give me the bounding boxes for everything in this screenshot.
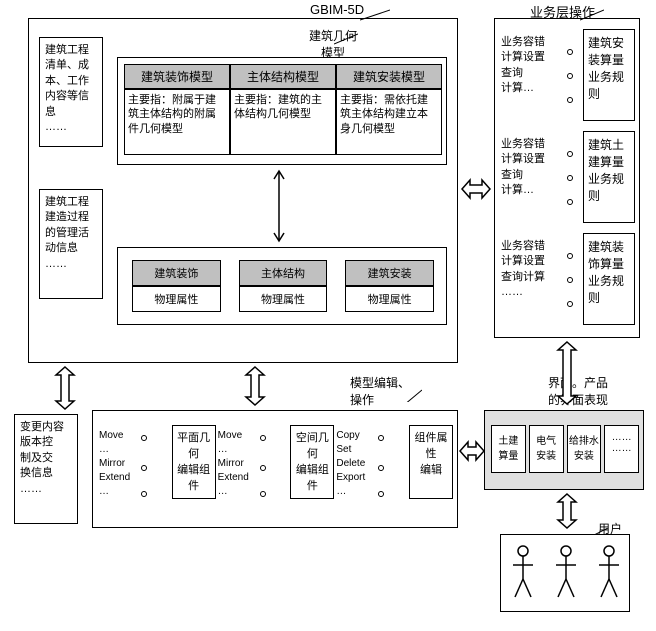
left-box-b-text: 建筑工程 建造过程 的管理活 动信息 …… bbox=[45, 195, 97, 272]
edit1-ops: Move … Mirror Extend … bbox=[218, 425, 291, 499]
left-box-a: 建筑工程 清单、成 本、工作 内容等信 息 …… bbox=[39, 37, 103, 147]
geom-b2: 主要指：需依托建筑主体结构建立本身几何模型 bbox=[336, 89, 442, 155]
left-box-c-text: 变更内容 版本控 制及交 换信息 …… bbox=[20, 420, 72, 497]
user-box bbox=[500, 534, 630, 612]
geom-h1: 主体结构模型 bbox=[230, 64, 336, 89]
geom-b0: 主要指：附属于建筑主体结构的附属件几何模型 bbox=[124, 89, 230, 155]
geom-leader bbox=[334, 32, 358, 46]
geom-model-box: 建筑装饰模型 主要指：附属于建筑主体结构的附属件几何模型 主体结构模型 主要指：… bbox=[117, 57, 447, 165]
edit0-name: 平面几 何 编辑组 件 bbox=[172, 425, 216, 499]
phys-h0: 建筑装饰 bbox=[132, 260, 221, 286]
ui-tab-3: …… …… bbox=[604, 425, 639, 473]
phys-box: 建筑装饰 物理属性 主体结构 物理属性 建筑安装 物理属性 bbox=[117, 247, 447, 325]
edit-container: Move … Mirror Extend … 平面几 何 编辑组 件 Move … bbox=[92, 410, 458, 528]
phys-h1: 主体结构 bbox=[239, 260, 328, 286]
gbim5d-container: 建筑工程 清单、成 本、工作 内容等信 息 …… 建筑工程 建造过程 的管理活 … bbox=[28, 18, 458, 363]
left-box-c: 变更内容 版本控 制及交 换信息 …… bbox=[14, 414, 78, 524]
biz1-right: 建筑土 建算量 业务规 则 bbox=[583, 131, 635, 223]
edit-ui-arrow bbox=[458, 438, 486, 464]
edit2-name: 组件属 性 编辑 bbox=[409, 425, 453, 499]
biz-container: 业务容错 计算设置 查询 计算… 建筑安 装算量 业务规 则 业务容错 计算设置… bbox=[494, 18, 640, 338]
inner-vert-arrow bbox=[269, 167, 289, 245]
gbim5d-label: GBIM-5D bbox=[310, 2, 364, 17]
geom-h2: 建筑安装模型 bbox=[336, 64, 442, 89]
phys-h2: 建筑安装 bbox=[345, 260, 434, 286]
ui-tab-2: 给排水 安装 bbox=[567, 425, 602, 473]
ui-user-arrow bbox=[552, 490, 582, 532]
biz-block-1: 业务容错 计算设置 查询 计算… 建筑土 建算量 业务规 则 bbox=[501, 131, 635, 223]
geom-h0: 建筑装饰模型 bbox=[124, 64, 230, 89]
biz2-right: 建筑装 饰算量 业务规 则 bbox=[583, 233, 635, 325]
ui-tab-0: 土建 算量 bbox=[491, 425, 526, 473]
biz-block-0: 业务容错 计算设置 查询 计算… 建筑安 装算量 业务规 则 bbox=[501, 29, 635, 121]
user-icons bbox=[501, 535, 631, 613]
ui-tab-1: 电气 安装 bbox=[529, 425, 564, 473]
main-biz-arrow bbox=[458, 174, 494, 204]
ui-container: 土建 算量 电气 安装 给排水 安装 …… …… bbox=[484, 410, 644, 490]
edit2-ops: Copy Set Delete Export … bbox=[336, 425, 409, 499]
phys-b0: 物理属性 bbox=[132, 286, 221, 312]
edit-leader bbox=[398, 388, 422, 402]
geom-b1: 主要指：建筑的主体结构几何模型 bbox=[230, 89, 336, 155]
biz-leader bbox=[580, 8, 604, 22]
main-edit-arrow bbox=[240, 363, 270, 409]
edit1-name: 空间几 何 编辑组 件 bbox=[290, 425, 334, 499]
main-leftc-arrow bbox=[50, 363, 80, 413]
left-box-b: 建筑工程 建造过程 的管理活 动信息 …… bbox=[39, 189, 103, 299]
phys-b2: 物理属性 bbox=[345, 286, 434, 312]
biz-block-2: 业务容错 计算设置 查询计算 …… 建筑装 饰算量 业务规 则 bbox=[501, 233, 635, 325]
gbim-leader bbox=[360, 8, 390, 22]
biz0-right: 建筑安 装算量 业务规 则 bbox=[583, 29, 635, 121]
edit0-ops: Move … Mirror Extend … bbox=[99, 425, 172, 499]
biz-ui-arrow bbox=[552, 338, 582, 408]
phys-b1: 物理属性 bbox=[239, 286, 328, 312]
left-box-a-text: 建筑工程 清单、成 本、工作 内容等信 息 …… bbox=[45, 43, 97, 135]
